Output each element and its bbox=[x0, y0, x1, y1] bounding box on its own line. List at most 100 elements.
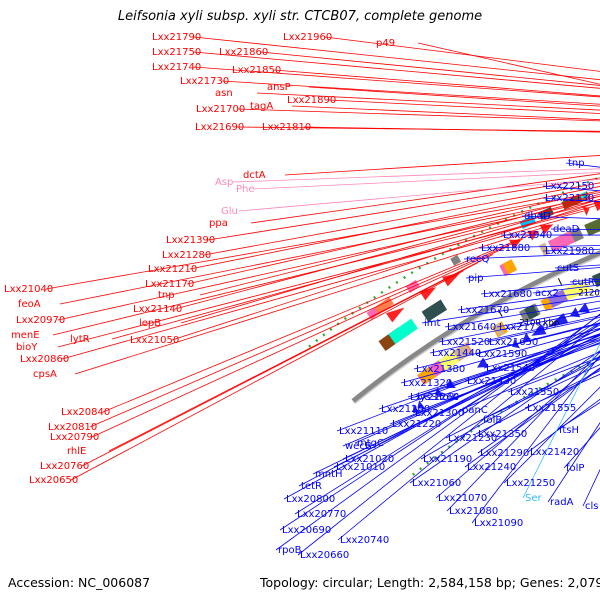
forward-gene-label: ppa bbox=[209, 218, 228, 229]
reverse-cog-block bbox=[438, 351, 460, 371]
forward-gene-label: Lxx21390 bbox=[166, 235, 215, 246]
genome-title: Leifsonia xyli subsp. xyli str. CTCB07, … bbox=[117, 9, 483, 24]
trna-gene-label: Asp bbox=[215, 177, 233, 188]
forward-gene-leader bbox=[308, 86, 600, 107]
reverse-gene-label: folB bbox=[483, 415, 502, 426]
reverse-gene-label: folP bbox=[566, 463, 584, 474]
reverse-gene-label: deaD bbox=[553, 224, 580, 235]
forward-gene-label: lepB bbox=[139, 318, 161, 329]
reverse-gene-leader bbox=[435, 357, 600, 499]
reverse-gene-label: Lxx21550 bbox=[510, 387, 559, 398]
reverse-gene-label: Lxx21070 bbox=[438, 493, 487, 504]
reverse-gene-leader bbox=[297, 313, 600, 556]
forward-cds-arrow bbox=[419, 287, 437, 301]
reverse-gene-label: imt bbox=[424, 318, 441, 329]
reverse-gene-label: Lxx21260 bbox=[410, 392, 459, 403]
reverse-gene-label: mntH bbox=[315, 469, 343, 480]
forward-gene-label: Lxx21700 bbox=[196, 104, 245, 115]
forward-gene-leader bbox=[417, 42, 600, 85]
forward-gene-leader bbox=[250, 173, 600, 224]
reverse-cds-arrow bbox=[477, 357, 489, 368]
forward-gene-label: Lxx20810 bbox=[48, 422, 97, 433]
reverse-gene-leader bbox=[400, 327, 600, 384]
forward-gene-label: cpsA bbox=[33, 369, 57, 380]
forward-gene-leader bbox=[303, 126, 600, 133]
reverse-gene-leader bbox=[475, 323, 600, 355]
forward-gene-leader bbox=[89, 238, 523, 428]
reverse-gene-leader bbox=[409, 350, 600, 484]
forward-gene-leader bbox=[260, 51, 600, 86]
reverse-gene-label: Lxx20800 bbox=[286, 494, 335, 505]
reverse-gene-label: Lxx21555 bbox=[527, 403, 576, 414]
scale-tick-mark bbox=[497, 309, 503, 317]
reverse-gene-leader bbox=[465, 267, 600, 279]
reverse-gene-label: Lxx21220 bbox=[392, 419, 441, 430]
reverse-gene-label: pip bbox=[468, 273, 483, 284]
reverse-gene-label: Lxx21300 bbox=[415, 408, 464, 419]
reverse-gene-label: Lxx21670 bbox=[460, 305, 509, 316]
forward-gene-label: Lxx21690 bbox=[195, 122, 244, 133]
reverse-gene-leader bbox=[477, 367, 600, 454]
forward-gene-leader bbox=[108, 254, 493, 452]
forward-gene-label: Lxx20790 bbox=[50, 432, 99, 443]
forward-gene-label: Lxx21810 bbox=[262, 122, 311, 133]
reverse-gene-leader bbox=[524, 373, 600, 409]
reverse-gene-leader bbox=[444, 300, 600, 328]
forward-cds-arrow bbox=[527, 230, 539, 241]
forward-gene-leader bbox=[70, 270, 464, 481]
forward-gene-leader bbox=[207, 177, 600, 241]
backbone-highlight bbox=[354, 255, 600, 404]
reverse-gene-leader bbox=[480, 280, 600, 295]
forward-gene-leader bbox=[221, 80, 600, 105]
reverse-gene-leader bbox=[507, 356, 600, 393]
reverse-gene-label: Lxx21540 bbox=[486, 363, 535, 374]
reverse-gene-leader bbox=[378, 333, 600, 410]
forward-cog-block bbox=[588, 218, 600, 235]
forward-gene-label: tnp bbox=[158, 290, 175, 301]
forward-gene-label: dctA bbox=[243, 170, 266, 181]
forward-gene-leader bbox=[237, 108, 600, 122]
reverse-gene-leader bbox=[503, 386, 600, 484]
reverse-gene-leader bbox=[275, 314, 600, 551]
forward-gene-leader bbox=[111, 204, 600, 340]
forward-gene-label: ansP bbox=[267, 82, 291, 93]
forward-gene-label: Lxx21750 bbox=[152, 47, 201, 58]
reverse-gene-leader bbox=[421, 295, 600, 324]
map-rings bbox=[308, 176, 600, 476]
forward-cog-block bbox=[421, 299, 448, 322]
forward-gene-leader bbox=[74, 224, 553, 375]
forward-gene-leader bbox=[291, 105, 600, 121]
reverse-gene-label: Lxx21440 bbox=[432, 348, 481, 359]
genome-backbone bbox=[351, 250, 600, 404]
forward-cds-arrow bbox=[442, 272, 461, 287]
forward-gene-label: Lxx21170 bbox=[145, 279, 194, 290]
reverse-gene-label: Lxx21250 bbox=[506, 478, 555, 489]
reverse-gene-label: Lxx21240 bbox=[467, 462, 516, 473]
reverse-gene-label: Lxx21520 bbox=[441, 337, 490, 348]
forward-gene-leader bbox=[193, 51, 600, 89]
reverse-gene-label: Lxx20740 bbox=[340, 535, 389, 546]
reverse-gene-label: Lxx21080 bbox=[449, 506, 498, 517]
reverse-gene-label: cls bbox=[585, 501, 599, 512]
reverse-gene-leader bbox=[486, 316, 600, 343]
accession-label: Accession: NC_006087 bbox=[8, 575, 151, 590]
reverse-gene-label: Lxx21060 bbox=[412, 478, 461, 489]
reverse-gene-leader bbox=[298, 328, 600, 487]
reverse-gene-label: panC bbox=[462, 405, 488, 416]
forward-gene-leader bbox=[91, 246, 508, 438]
reverse-gene-label: tetR bbox=[301, 481, 322, 492]
reverse-gene-leader bbox=[563, 427, 600, 469]
reverse-gene-label: Lxx21720 bbox=[499, 322, 548, 333]
reverse-gene-label: Lxx21430 bbox=[467, 376, 516, 387]
forward-gene-leader bbox=[273, 69, 600, 97]
reverse-gene-leader bbox=[414, 339, 600, 398]
reverse-gene-leader bbox=[478, 245, 600, 249]
reverse-gene-label: ftsH bbox=[559, 425, 579, 436]
forward-gene-leader bbox=[57, 199, 600, 321]
forward-gene-leader bbox=[81, 262, 479, 467]
forward-gene-label: tagA bbox=[250, 101, 273, 112]
reverse-gene-leader bbox=[463, 252, 600, 260]
trna-gene-label: Phe bbox=[236, 184, 255, 195]
forward-gene-label: Lxx21050 bbox=[130, 335, 179, 346]
reverse-gene-leader bbox=[279, 319, 600, 531]
